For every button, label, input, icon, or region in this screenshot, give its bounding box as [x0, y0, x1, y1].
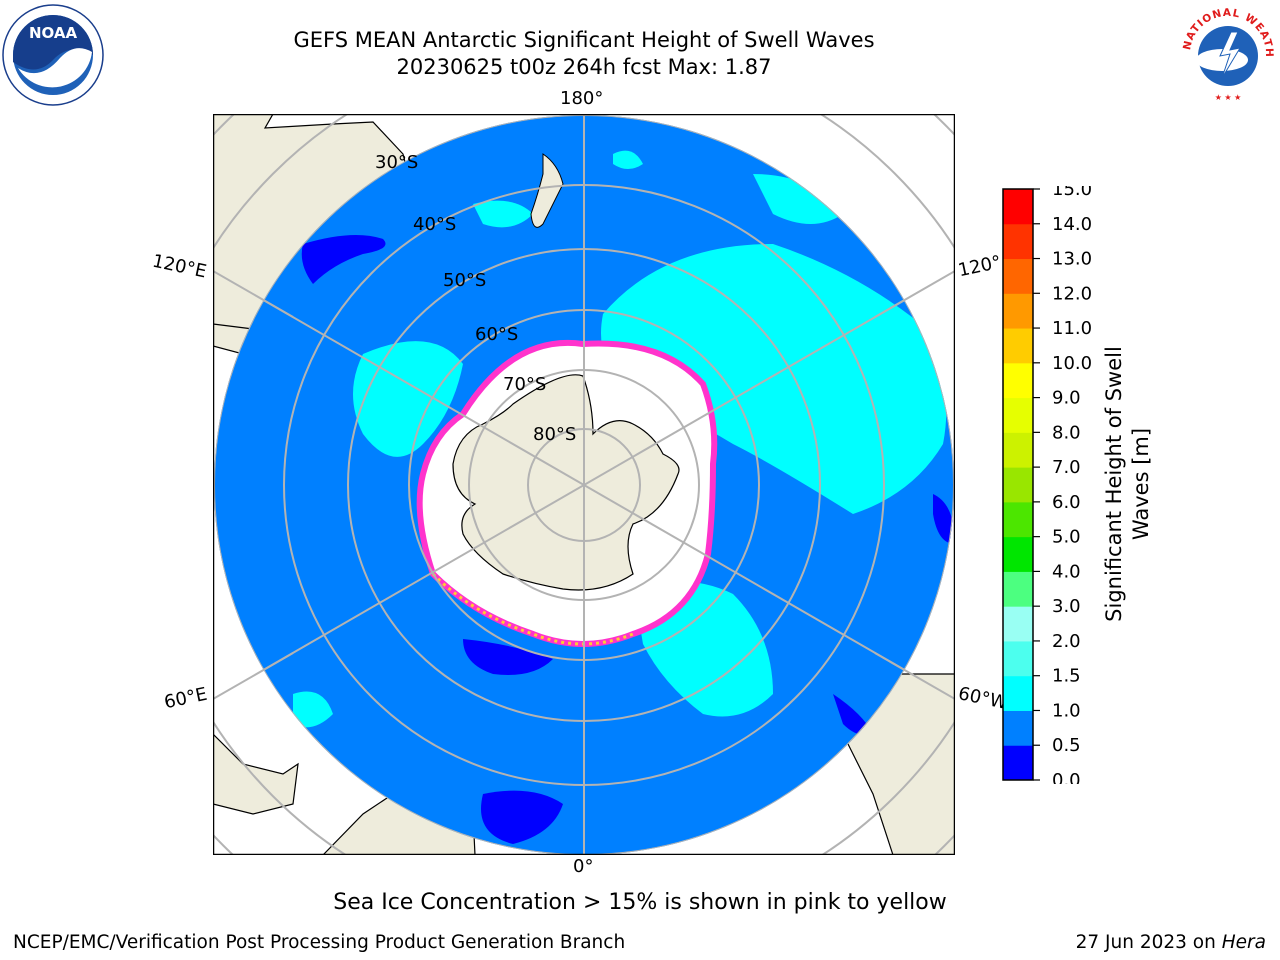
lon-label-120w: 120°: [956, 251, 1004, 282]
map-panel: 30°S 40°S 50°S 60°S 70°S 80°S: [213, 114, 955, 855]
colorbar-tick-label: 10.0: [1052, 353, 1092, 374]
lon-label-0: 0°: [573, 856, 594, 877]
colorbar-tick-label: 14.0: [1052, 214, 1092, 235]
antarctica-land: [452, 374, 680, 591]
colorbar-tick-label: 1.5: [1052, 666, 1081, 687]
swell-blue-regions: [301, 235, 954, 844]
colorbar-tick-label: 3.0: [1052, 596, 1081, 617]
colorbar-swatch: [1003, 745, 1033, 781]
footer-right: 27 Jun 2023 on Hera: [1076, 932, 1266, 953]
colorbar-tick-label: 11.0: [1052, 318, 1092, 339]
colorbar-swatch: [1003, 640, 1033, 677]
colorbar: 0.0 0.5 1.0 1.5 2.0 3.0 4.0 5.0 6.0 7.0 8.0 9.0 10.0…: [1002, 186, 1092, 784]
footer-left: NCEP/EMC/Verification Post Processing Pr…: [13, 932, 626, 953]
colorbar-swatch: [1003, 258, 1033, 294]
lon-label-180: 180°: [560, 88, 604, 109]
colorbar-swatch: [1003, 223, 1033, 260]
graticule-meridians: [214, 115, 954, 855]
lat-label-70s: 70°S: [503, 374, 546, 395]
colorbar-swatch: [1003, 397, 1033, 433]
sea-ice-caption: Sea Ice Concentration > 15% is shown in …: [333, 890, 947, 915]
colorbar-tick-label: 8.0: [1052, 422, 1081, 443]
lat-label-60s: 60°S: [475, 324, 518, 345]
noaa-logo-text: NOAA: [29, 24, 78, 42]
colorbar-swatch: [1003, 606, 1033, 642]
colorbar-swatch: [1003, 675, 1033, 711]
colorbar-swatch: [1003, 328, 1033, 364]
colorbar-tick-label: 13.0: [1052, 249, 1092, 270]
colorbar-swatch: [1003, 293, 1033, 329]
map-border: [213, 114, 955, 855]
colorbar-swatch: [1003, 189, 1033, 225]
lat-label-30s: 30°S: [375, 152, 418, 173]
lat-label-80s: 80°S: [533, 424, 576, 445]
nws-logo: NATIONAL WEATHER SERVICE ★ ★ ★: [1176, 2, 1276, 102]
colorbar-tick-label: 4.0: [1052, 561, 1081, 582]
colorbar-swatch: [1003, 501, 1033, 538]
colorbar-tick-label: 1.0: [1052, 700, 1081, 721]
colorbar-label: Significant Height of Swell Waves [m]: [1102, 346, 1153, 622]
title-line-2: 20230625 t00z 264h fcst Max: 1.87: [396, 55, 772, 79]
colorbar-swatch: [1003, 710, 1033, 746]
colorbar-tick-label: 6.0: [1052, 492, 1081, 513]
colorbar-swatch: [1003, 362, 1033, 399]
colorbar-tick-label: 7.0: [1052, 457, 1081, 478]
title-line-1: GEFS MEAN Antarctic Significant Height o…: [293, 28, 875, 52]
colorbar-swatch: [1003, 467, 1033, 503]
lat-label-40s: 40°S: [413, 214, 456, 235]
colorbar-tick-label: 12.0: [1052, 283, 1092, 304]
colorbar-tick-label: 15.0: [1052, 186, 1092, 200]
lon-label-120e: 120°E: [150, 250, 209, 283]
svg-text:★ ★ ★: ★ ★ ★: [1215, 93, 1242, 102]
colorbar-tick-label: 0.0: [1052, 770, 1081, 784]
lon-label-60e: 60°E: [162, 683, 209, 714]
colorbar-swatch: [1003, 432, 1033, 468]
colorbar-tick-label: 2.0: [1052, 631, 1081, 652]
colorbar-swatch: [1003, 536, 1033, 572]
colorbar-tick-label: 5.0: [1052, 527, 1081, 548]
noaa-logo: NOAA: [2, 4, 104, 106]
lat-label-50s: 50°S: [443, 270, 486, 291]
footer-host: Hera: [1221, 932, 1266, 953]
colorbar-tick-label: 0.5: [1052, 735, 1081, 756]
colorbar-tick-label: 9.0: [1052, 388, 1081, 409]
colorbar-swatch: [1003, 571, 1033, 607]
footer-date: 27 Jun 2023 on: [1075, 932, 1222, 953]
